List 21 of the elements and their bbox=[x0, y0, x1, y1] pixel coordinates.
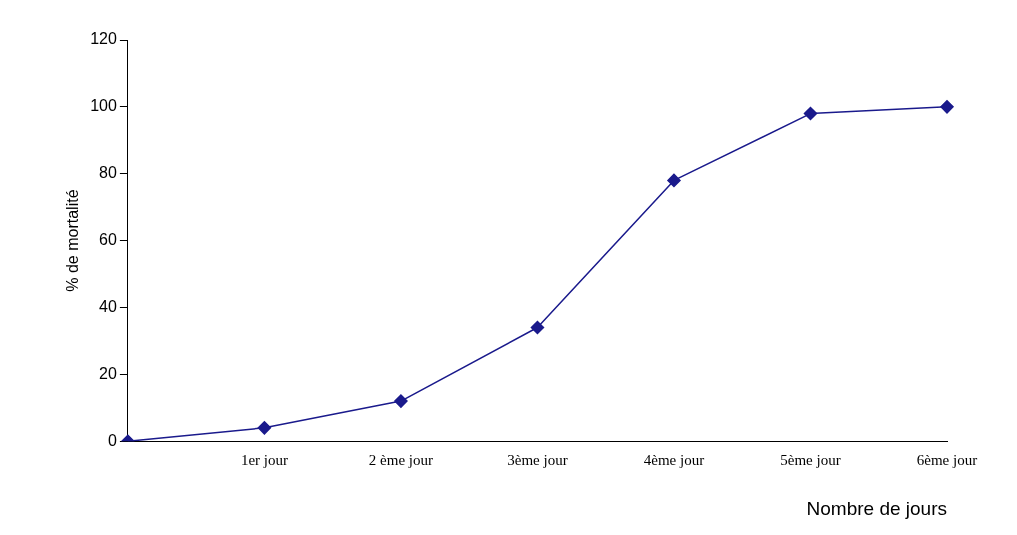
point bbox=[667, 173, 681, 188]
x-tick-label: 3ème jour bbox=[507, 452, 568, 469]
y-tick-label: 120 bbox=[90, 30, 117, 48]
y-axis-title: % de mortalité bbox=[64, 189, 82, 292]
y-tick-label: 20 bbox=[99, 364, 117, 382]
x-tick-label: 1er jour bbox=[240, 452, 288, 469]
point bbox=[940, 100, 954, 114]
x-tick-label: 2 ème jour bbox=[368, 452, 434, 469]
y-tick-label: 60 bbox=[99, 231, 117, 249]
x-tick-label: 6ème jour bbox=[916, 452, 978, 469]
x-axis-title: Nombre de jours bbox=[806, 497, 947, 519]
x-tick-label: 5ème jour bbox=[780, 452, 841, 469]
point bbox=[803, 106, 818, 121]
y-tick-label: 0 bbox=[107, 431, 117, 449]
point bbox=[394, 394, 408, 408]
y-tick-label: 80 bbox=[99, 164, 117, 182]
y-tick-label: 40 bbox=[99, 297, 117, 315]
y-tick-label: 100 bbox=[90, 97, 117, 115]
x-tick-label: 4ème jour bbox=[643, 452, 705, 469]
point bbox=[530, 320, 545, 335]
point bbox=[257, 421, 272, 435]
